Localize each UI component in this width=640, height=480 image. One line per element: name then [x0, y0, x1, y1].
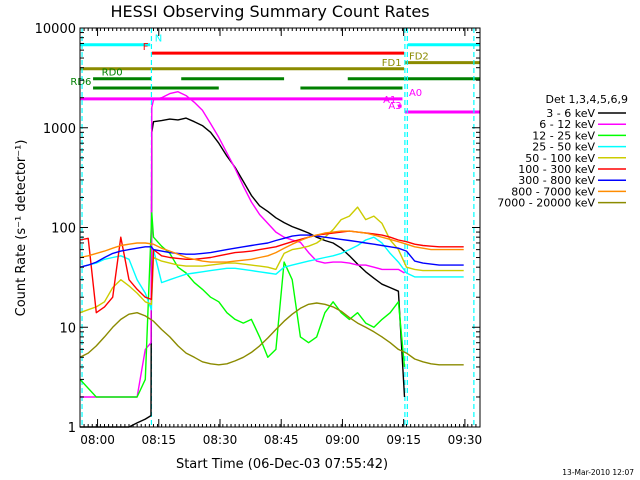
legend-label: 800 - 7000 keV	[511, 185, 595, 198]
flag-label-fd2: FD2	[409, 52, 429, 63]
flag-label-rd6: RD6	[70, 77, 91, 88]
legend-label: 25 - 50 keV	[532, 141, 595, 154]
chart-title: HESSI Observing Summary Count Rates	[110, 2, 429, 21]
series-line-100-300-kev	[79, 230, 464, 314]
x-tick-label: 08:45	[264, 433, 299, 447]
y-tick-label: 1000	[43, 122, 76, 137]
legend-label: 12 - 25 keV	[532, 129, 595, 142]
y-axis-label: Count Rate (s⁻¹ detector⁻¹)	[14, 140, 29, 317]
x-tick-label: 08:30	[203, 433, 238, 447]
y-tick-label: 1	[68, 421, 76, 436]
series-line-50-100-kev	[79, 206, 464, 314]
flag-label-fd1: FD1	[382, 58, 402, 69]
legend-label: 100 - 300 keV	[518, 163, 595, 176]
flag-label-a3: A3	[388, 101, 401, 112]
footer-date: 13-Mar-2010 12:07	[562, 468, 634, 477]
series-line-800-7000-kev	[79, 230, 464, 263]
legend-label: 3 - 6 keV	[546, 107, 595, 120]
x-tick-label: 09:15	[386, 433, 421, 447]
y-tick-label: 10	[59, 321, 76, 336]
series-line-7000-20000-kev	[79, 302, 464, 366]
legend-label: 50 - 100 keV	[525, 152, 595, 165]
y-tick-label: 10000	[35, 22, 76, 37]
flag-label-a1: A1	[383, 95, 396, 106]
legend-label: 6 - 12 keV	[539, 118, 595, 131]
axes: 08:00 08:15 08:30 08:45 09:00 09:15 09:30 1 10 10…	[35, 22, 483, 447]
flag-label-f: F	[143, 42, 149, 53]
series-line-300-800-kev	[79, 234, 464, 268]
x-tick-label: 08:15	[141, 433, 176, 447]
legend-label: 7000 - 20000 keV	[497, 197, 595, 210]
series-line-25-50-kev	[79, 236, 464, 311]
x-axis-label: Start Time (06-Dec-03 07:55:42)	[176, 457, 388, 472]
flag-label-a0: A0	[409, 88, 422, 99]
data-series	[79, 90, 464, 428]
legend-label: 300 - 800 keV	[518, 174, 595, 187]
legend-title: Det 1,3,4,5,6,9	[545, 93, 628, 106]
x-tick-label: 08:00	[80, 433, 115, 447]
y-tick-label: 100	[51, 222, 76, 237]
flag-label-rd0: RD0	[102, 68, 123, 79]
x-tick-label: 09:30	[448, 433, 483, 447]
x-tick-label: 09:00	[325, 433, 360, 447]
series-line-12-25-kev	[79, 212, 406, 398]
series-line-3-6-kev	[80, 117, 406, 428]
flag-label-n: N	[155, 34, 162, 45]
